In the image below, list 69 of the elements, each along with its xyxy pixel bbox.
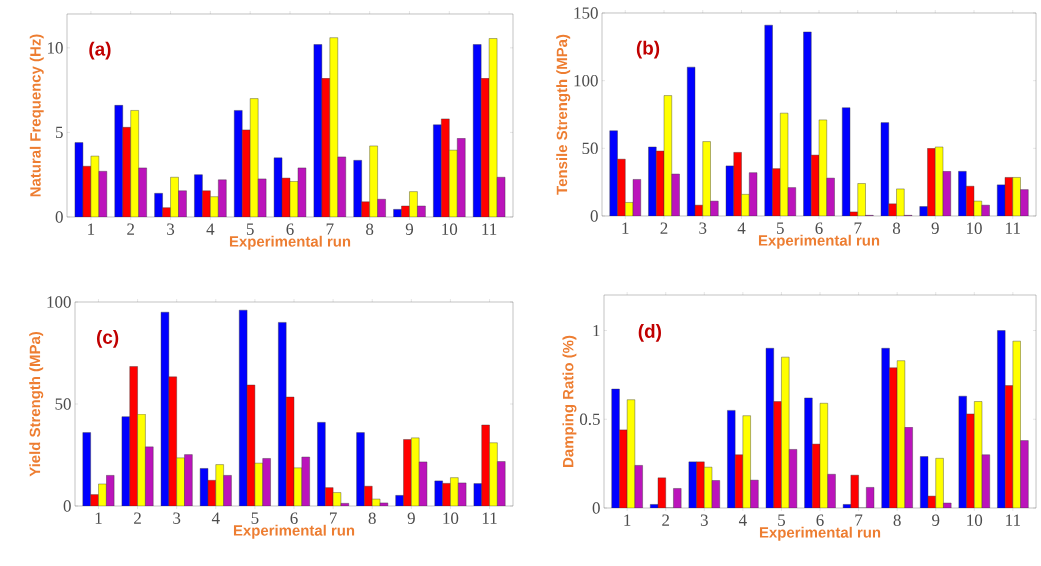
x-tick-label: 6 — [290, 512, 298, 524]
y-tick-label: 1 — [593, 324, 600, 337]
x-tick-label: 1 — [88, 223, 95, 235]
x-tick-label: 3 — [173, 512, 181, 524]
x-tick-label: 6 — [815, 222, 823, 234]
y-tick-label: 50 — [55, 398, 71, 410]
x-tick-label: 3 — [699, 222, 707, 234]
y-axis-title: Yield Strength (MPa) — [29, 331, 44, 477]
x-tick-label: 8 — [892, 222, 901, 234]
x-tick-label: 4 — [738, 514, 747, 526]
x-tick-label: 4 — [206, 223, 215, 235]
x-tick-label: 5 — [778, 514, 786, 526]
y-tick-label: 50 — [582, 142, 598, 155]
x-tick-label: 7 — [855, 514, 863, 526]
x-axis-title: Experimental run — [758, 234, 880, 249]
y-tick-label: 5 — [56, 126, 63, 139]
x-tick-label: 11 — [482, 512, 497, 524]
x-tick-label: 8 — [368, 512, 376, 524]
y-tick-label: 0 — [63, 500, 71, 512]
x-tick-label: 5 — [251, 512, 259, 524]
y-axis-title: Natural Frequency (Hz) — [29, 34, 44, 197]
x-tick-label: 7 — [329, 512, 337, 524]
y-tick-label: 0 — [55, 211, 63, 223]
x-tick-label: 11 — [1006, 514, 1021, 526]
annotation: (c) — [96, 330, 119, 348]
x-tick-label: 8 — [366, 223, 374, 235]
x-tick-label: 2 — [127, 223, 135, 235]
x-tick-label: 7 — [326, 223, 334, 235]
x-tick-label: 3 — [700, 514, 708, 526]
x-tick-label: 10 — [443, 512, 459, 524]
x-tick-label: 9 — [405, 223, 414, 235]
y-tick-label: 100 — [574, 74, 598, 87]
x-tick-label: 1 — [95, 512, 102, 524]
y-tick-label: 0 — [592, 502, 600, 514]
x-tick-label: 11 — [482, 223, 497, 235]
annotation: (d) — [638, 324, 661, 342]
x-tick-label: 2 — [662, 514, 670, 526]
y-tick-label: 100 — [47, 296, 71, 308]
x-tick-label: 11 — [1006, 222, 1020, 234]
x-axis-title: Experimental run — [759, 526, 881, 541]
x-tick-label: 10 — [967, 514, 983, 526]
x-axis-title: Experimental run — [229, 235, 351, 250]
x-tick-label: 9 — [407, 512, 415, 524]
x-tick-label: 2 — [660, 222, 668, 234]
x-tick-label: 1 — [624, 514, 631, 526]
x-tick-label: 5 — [246, 223, 254, 235]
x-tick-label: 5 — [777, 222, 784, 234]
y-axis-title: Tensile Strength (MPa) — [556, 34, 571, 195]
x-tick-label: 6 — [286, 223, 294, 235]
x-tick-label: 9 — [932, 514, 940, 526]
x-tick-label: 9 — [931, 222, 939, 234]
x-tick-label: 7 — [854, 222, 862, 234]
x-tick-label: 3 — [167, 223, 175, 235]
annotation: (b) — [636, 40, 660, 59]
x-axis-title: Experimental run — [233, 524, 355, 539]
y-tick-label: 150 — [574, 7, 598, 19]
x-tick-label: 1 — [622, 222, 629, 234]
x-tick-label: 10 — [442, 223, 458, 235]
annotation: (a) — [89, 41, 111, 60]
x-tick-label: 8 — [893, 514, 901, 526]
x-tick-label: 6 — [816, 514, 824, 526]
x-tick-label: 2 — [134, 512, 141, 524]
y-axis-title: Damping Ratio (%) — [562, 335, 577, 467]
x-tick-label: 10 — [967, 222, 982, 234]
y-tick-label: 0.5 — [579, 413, 600, 425]
x-tick-label: 4 — [211, 512, 220, 524]
y-tick-label: 10 — [48, 42, 63, 54]
x-tick-label: 4 — [737, 222, 746, 234]
y-tick-label: 0 — [590, 210, 598, 222]
